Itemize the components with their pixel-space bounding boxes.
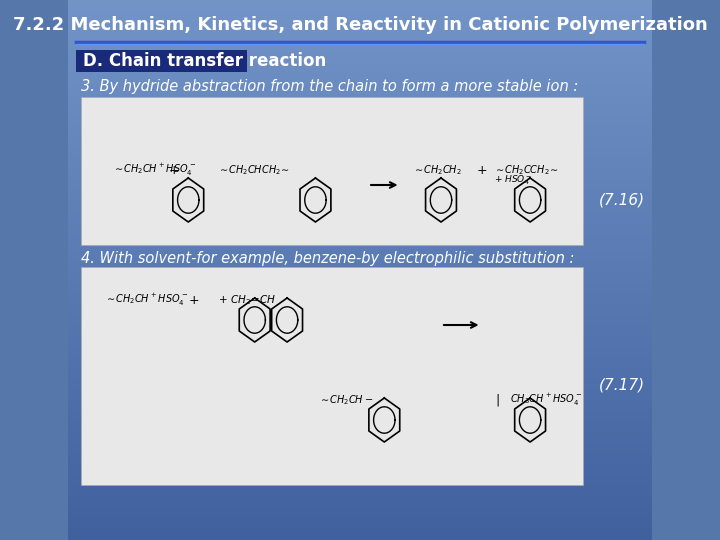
Text: 7.2.2 Mechanism, Kinetics, and Reactivity in Cationic Polymerization: 7.2.2 Mechanism, Kinetics, and Reactivit… — [13, 16, 707, 34]
Text: 4. With solvent-for example, benzene-by electrophilic substitution :: 4. With solvent-for example, benzene-by … — [81, 251, 574, 266]
Text: D. Chain transfer reaction: D. Chain transfer reaction — [83, 52, 326, 70]
Text: 3. By hydride abstraction from the chain to form a more stable ion :: 3. By hydride abstraction from the chain… — [81, 79, 577, 94]
Text: $|$: $|$ — [495, 392, 500, 408]
FancyBboxPatch shape — [81, 97, 582, 245]
Text: $+$: $+$ — [189, 294, 199, 307]
Text: $\sim\!CH_2CH_2$: $\sim\!CH_2CH_2$ — [413, 163, 462, 177]
FancyBboxPatch shape — [76, 50, 246, 72]
Text: $\sim\!CH_2CH^+HSO_4^-$: $\sim\!CH_2CH^+HSO_4^-$ — [105, 292, 188, 308]
Text: $+\ CH_2\!=\!CH$: $+\ CH_2\!=\!CH$ — [218, 293, 276, 307]
FancyBboxPatch shape — [81, 267, 582, 485]
Text: (7.17): (7.17) — [599, 377, 645, 393]
Text: $+\ HSO_4^-$: $+\ HSO_4^-$ — [494, 173, 532, 187]
Text: $\sim\!CH_2CHCH_2\!\sim$: $\sim\!CH_2CHCH_2\!\sim$ — [218, 163, 289, 177]
Text: $CH_3CH^+HSO_4^-$: $CH_3CH^+HSO_4^-$ — [510, 392, 582, 408]
Text: $\sim\!CH_2CCH_2\!\sim$: $\sim\!CH_2CCH_2\!\sim$ — [494, 163, 558, 177]
Text: $\sim\!CH_2CH^+HSO_4^-$: $\sim\!CH_2CH^+HSO_4^-$ — [113, 162, 196, 178]
Text: $+$: $+$ — [168, 164, 179, 177]
Text: (7.16): (7.16) — [599, 192, 645, 207]
Text: $+$: $+$ — [476, 164, 487, 177]
Text: $\sim\!CH_2CH-$: $\sim\!CH_2CH-$ — [320, 393, 374, 407]
